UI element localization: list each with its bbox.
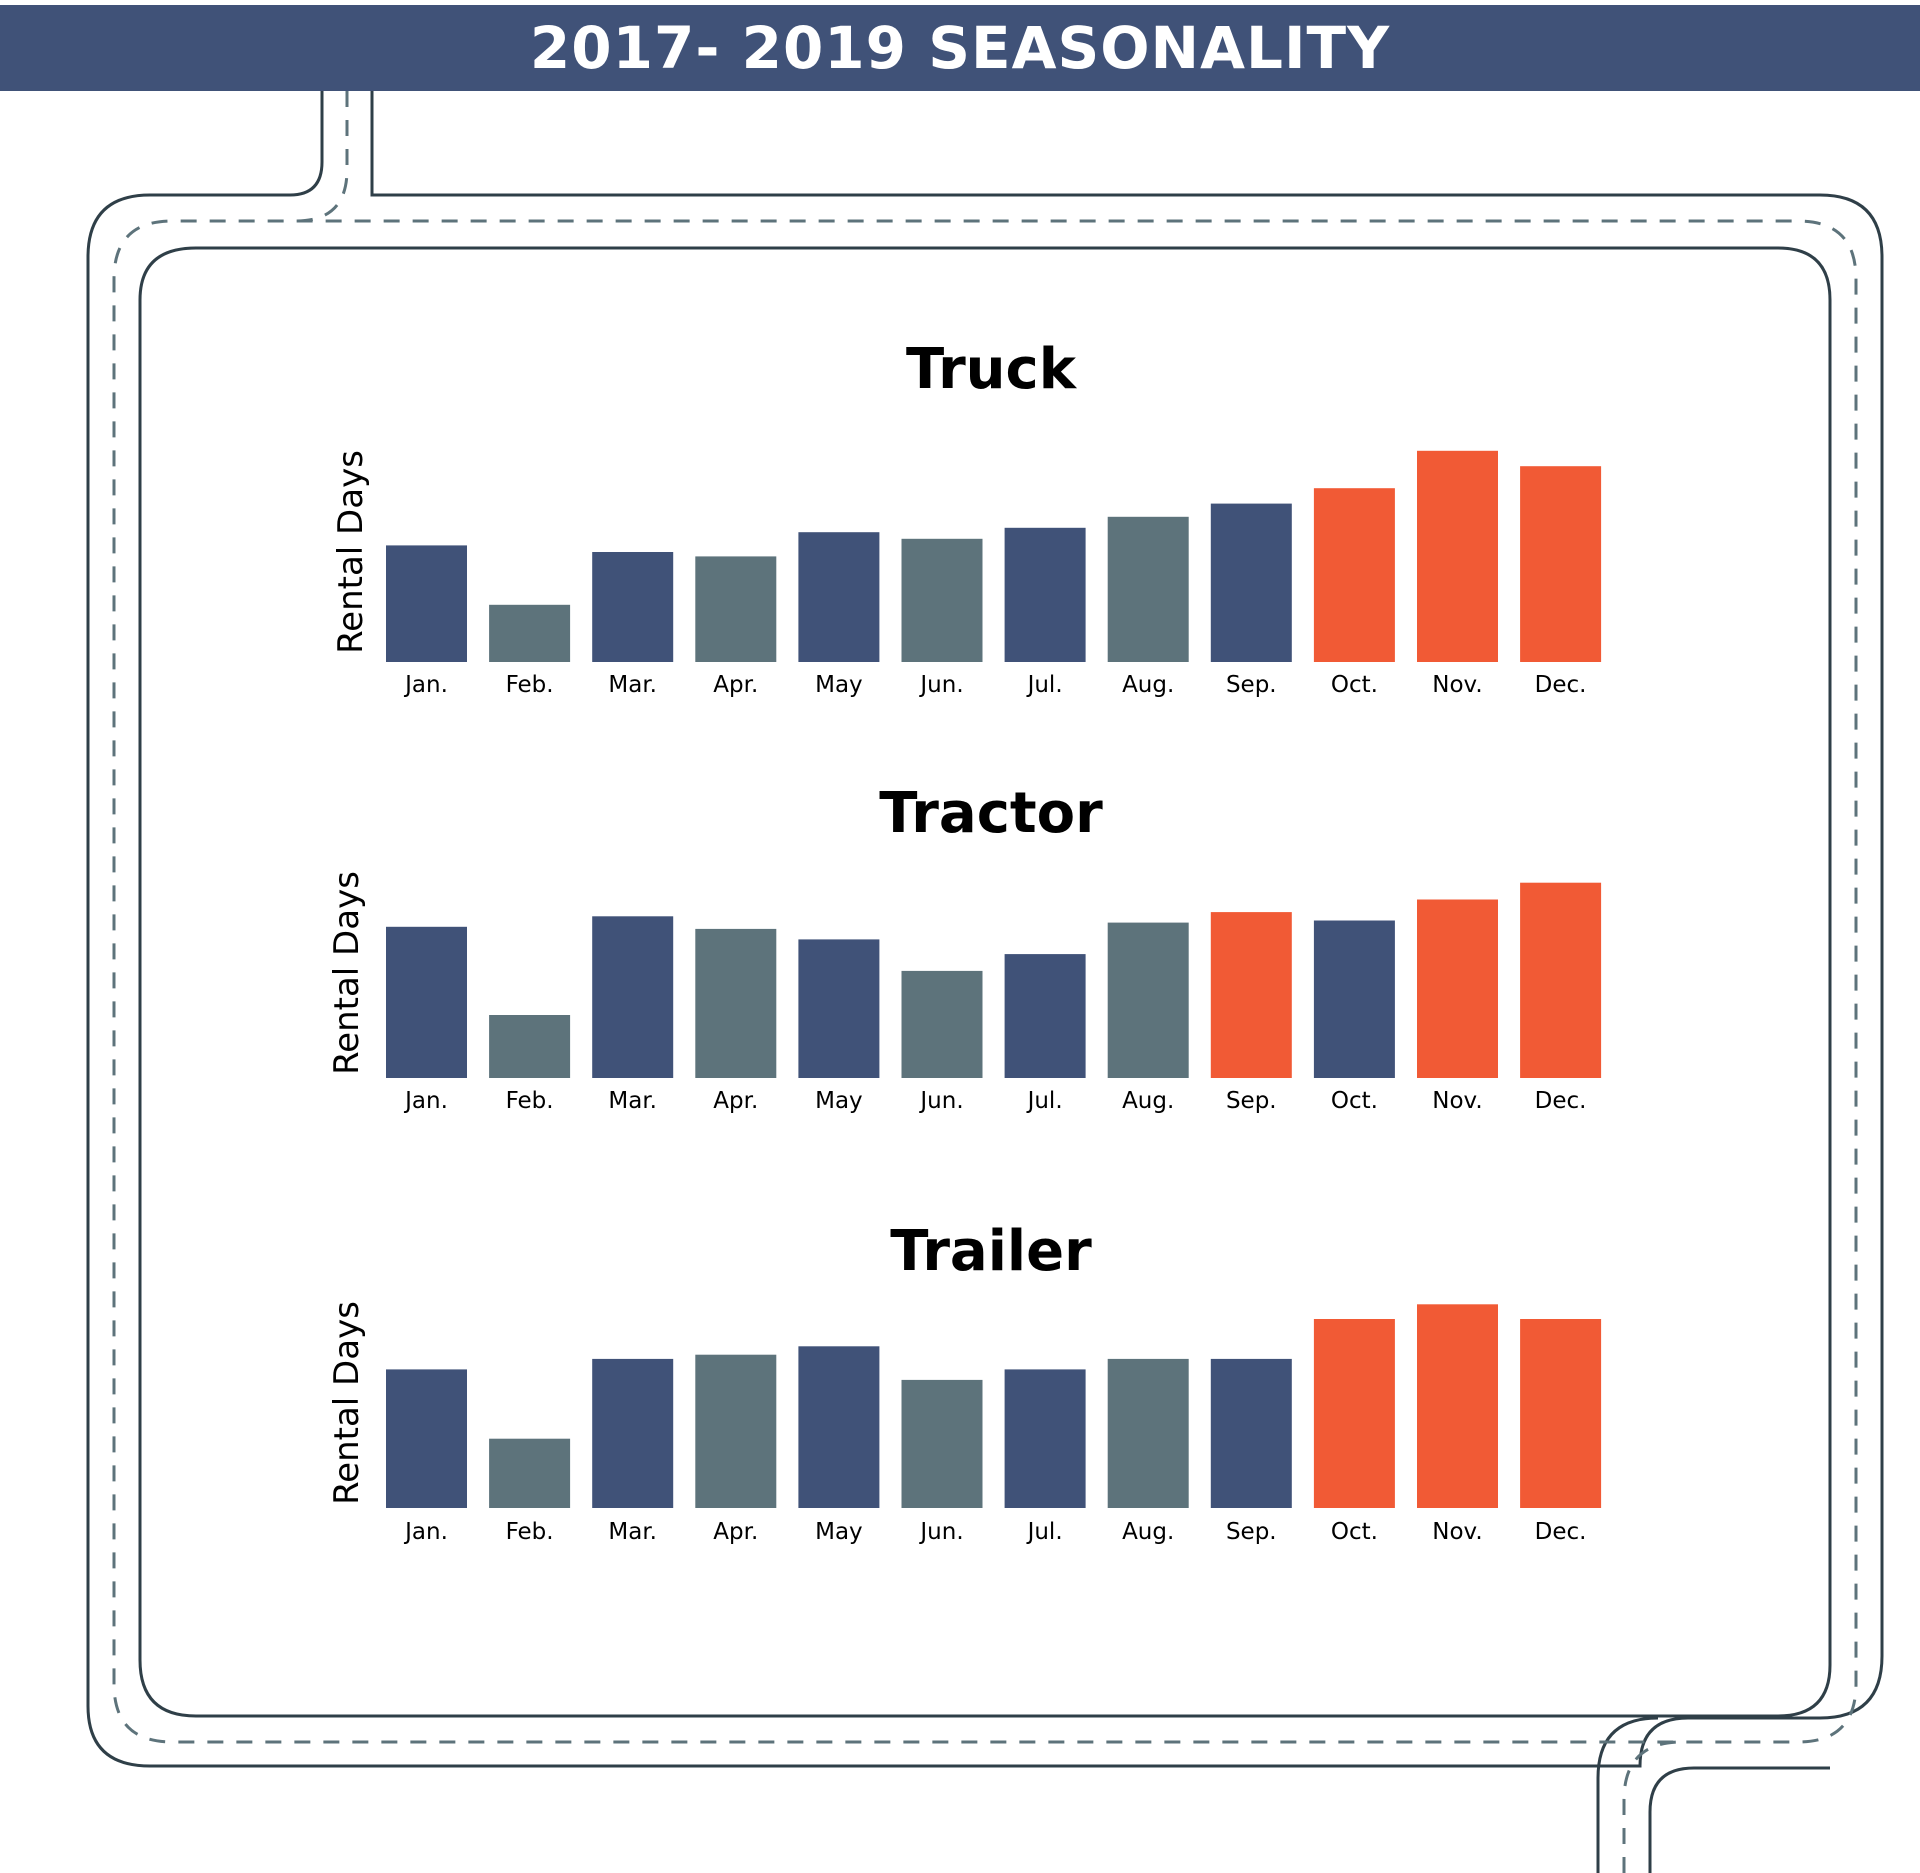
road-center-line bbox=[112, 91, 1858, 1744]
trailer-tick-label: Feb. bbox=[506, 1519, 554, 1545]
truck-bar-jul bbox=[1004, 527, 1086, 662]
truck-y-axis-label: Rental Days bbox=[331, 450, 371, 654]
truck-tick-label: Aug. bbox=[1122, 672, 1174, 698]
tractor-bar-feb bbox=[489, 1015, 571, 1078]
tractor-bar-aug bbox=[1107, 922, 1189, 1078]
trailer-bar-oct bbox=[1313, 1319, 1395, 1508]
tractor-chart-title: Tractor bbox=[879, 781, 1103, 846]
tractor-bar-dec bbox=[1520, 882, 1602, 1078]
truck-chart-title: Truck bbox=[906, 337, 1078, 402]
truck-bar-jun bbox=[901, 538, 983, 662]
road-exit-edge-right bbox=[1648, 1766, 1830, 1873]
trailer-bar-apr bbox=[695, 1354, 777, 1508]
trailer-bar-dec bbox=[1520, 1319, 1602, 1508]
trailer-y-axis-label: Rental Days bbox=[327, 1301, 367, 1505]
truck-tick-label: May bbox=[815, 672, 863, 698]
page-title: 2017- 2019 SEASONALITY bbox=[529, 14, 1391, 82]
truck-bar-apr bbox=[695, 556, 777, 662]
tractor-bar-apr bbox=[695, 928, 777, 1078]
truck-tick-label: Jan. bbox=[403, 672, 448, 698]
truck-tick-label: Feb. bbox=[506, 672, 554, 698]
trailer-bar-nov bbox=[1417, 1304, 1498, 1508]
header-banner: 2017- 2019 SEASONALITY bbox=[0, 5, 1920, 91]
truck-tick-label: Apr. bbox=[713, 672, 758, 698]
road-exit-center-line bbox=[1622, 1740, 1683, 1873]
trailer-tick-label: Mar. bbox=[608, 1519, 657, 1545]
truck-bar-mar bbox=[592, 552, 674, 662]
truck-tick-label: Dec. bbox=[1535, 672, 1587, 698]
tractor-bar-oct bbox=[1313, 920, 1395, 1078]
truck-bar-dec bbox=[1520, 466, 1602, 662]
tractor-tick-label: Nov. bbox=[1432, 1088, 1482, 1114]
trailer-bar-feb bbox=[489, 1438, 571, 1508]
tractor-tick-label: Feb. bbox=[506, 1088, 554, 1114]
tractor-y-axis-label: Rental Days bbox=[327, 871, 367, 1075]
trailer-tick-label: Nov. bbox=[1432, 1519, 1482, 1545]
tractor-bar-may bbox=[798, 939, 880, 1078]
truck-tick-label: Mar. bbox=[608, 672, 657, 698]
trailer-bar-jun bbox=[901, 1379, 983, 1508]
tractor-tick-label: Dec. bbox=[1535, 1088, 1587, 1114]
trailer-bar-jan bbox=[386, 1369, 467, 1508]
trailer-tick-label: Oct. bbox=[1331, 1519, 1378, 1545]
trailer-tick-label: Aug. bbox=[1122, 1519, 1174, 1545]
trailer-bar-sep bbox=[1210, 1358, 1292, 1508]
truck-tick-label: Nov. bbox=[1432, 672, 1482, 698]
tractor-tick-label: May bbox=[815, 1088, 863, 1114]
truck-tick-label: Sep. bbox=[1226, 672, 1277, 698]
tractor-bar-nov bbox=[1417, 899, 1498, 1078]
tractor-tick-label: Aug. bbox=[1122, 1088, 1174, 1114]
tractor-bar-jul bbox=[1004, 954, 1086, 1078]
truck-bar-nov bbox=[1417, 450, 1498, 662]
road-outer-edge bbox=[86, 91, 1884, 1768]
trailer-tick-label: Jan. bbox=[403, 1519, 448, 1545]
road-inner-edge bbox=[138, 246, 1832, 1718]
truck-bar-feb bbox=[489, 604, 571, 662]
tractor-tick-label: Jan. bbox=[403, 1088, 448, 1114]
trailer-bar-aug bbox=[1107, 1358, 1189, 1508]
truck-tick-label: Jul. bbox=[1026, 672, 1063, 698]
truck-bar-jan bbox=[386, 545, 467, 662]
trailer-bar-jul bbox=[1004, 1369, 1086, 1508]
trailer-tick-label: Apr. bbox=[713, 1519, 758, 1545]
tractor-tick-label: Jun. bbox=[918, 1088, 963, 1114]
tractor-bar-mar bbox=[592, 916, 674, 1078]
trailer-chart-title: Trailer bbox=[890, 1219, 1092, 1284]
tractor-tick-label: Jul. bbox=[1026, 1088, 1063, 1114]
trailer-bar-may bbox=[798, 1346, 880, 1508]
trailer-bar-mar bbox=[592, 1358, 674, 1508]
tractor-tick-label: Apr. bbox=[713, 1088, 758, 1114]
tractor-bar-sep bbox=[1210, 912, 1292, 1078]
trailer-tick-label: Jul. bbox=[1026, 1519, 1063, 1545]
tractor-bar-jun bbox=[901, 970, 983, 1078]
truck-bar-may bbox=[798, 532, 880, 662]
road-exit-edge-left bbox=[1596, 1716, 1659, 1873]
truck-tick-label: Oct. bbox=[1331, 672, 1378, 698]
tractor-bar-jan bbox=[386, 926, 467, 1078]
truck-bar-oct bbox=[1313, 488, 1395, 662]
truck-tick-label: Jun. bbox=[918, 672, 963, 698]
trailer-tick-label: Sep. bbox=[1226, 1519, 1277, 1545]
truck-bar-aug bbox=[1107, 516, 1189, 662]
tractor-tick-label: Oct. bbox=[1331, 1088, 1378, 1114]
trailer-tick-label: May bbox=[815, 1519, 863, 1545]
truck-bar-sep bbox=[1210, 503, 1292, 662]
tractor-tick-label: Sep. bbox=[1226, 1088, 1277, 1114]
trailer-tick-label: Dec. bbox=[1535, 1519, 1587, 1545]
tractor-tick-label: Mar. bbox=[608, 1088, 657, 1114]
trailer-tick-label: Jun. bbox=[918, 1519, 963, 1545]
